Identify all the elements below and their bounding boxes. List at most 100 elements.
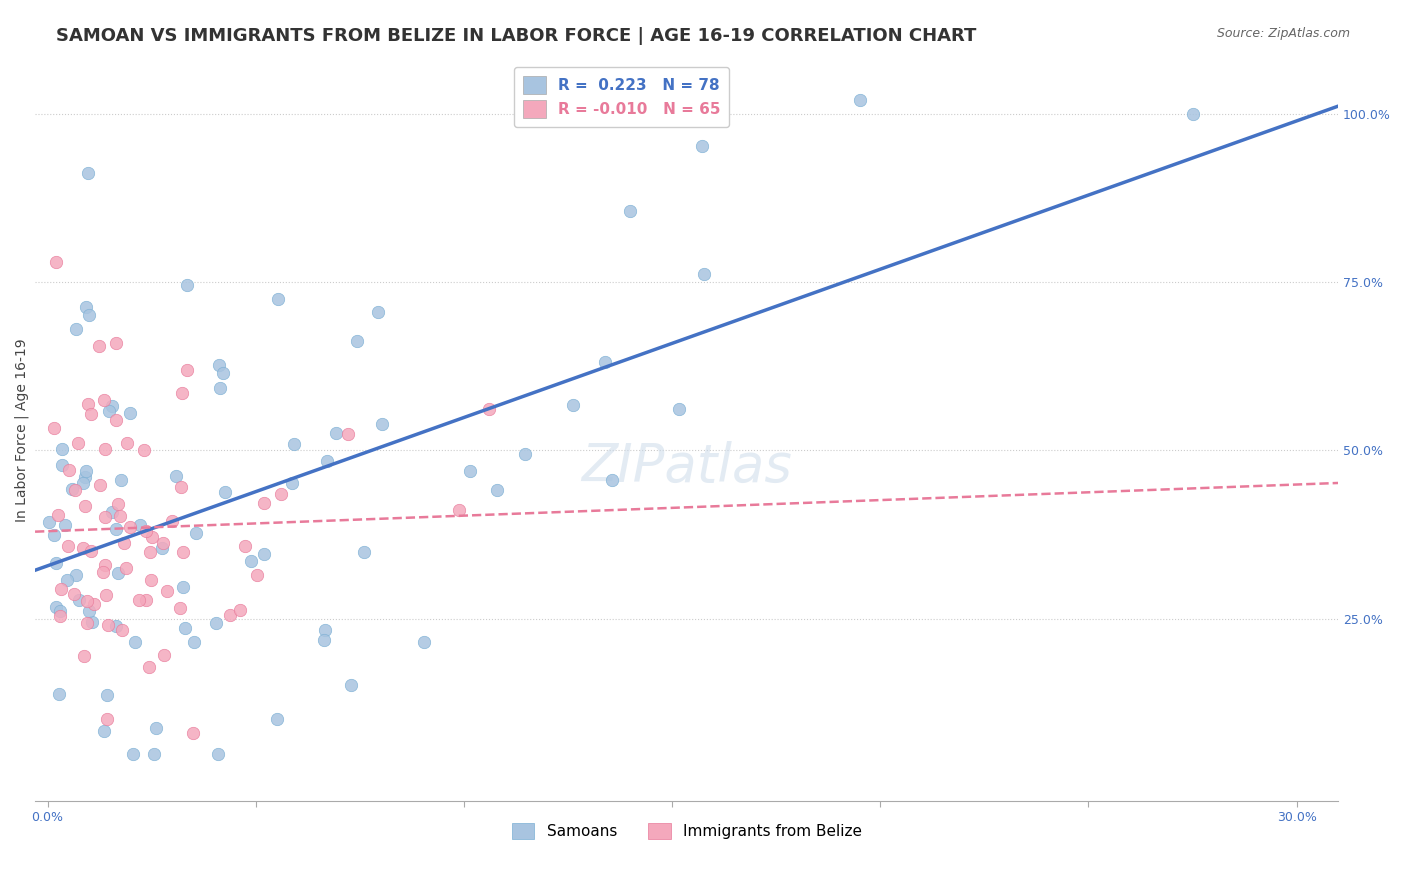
Point [218,607,240,622]
Point [104,618,127,632]
Point [46,508,69,522]
Point [51,442,73,456]
Point [56,574,79,588]
Point [96,712,118,726]
Point [183,634,205,648]
Point [160,514,183,528]
Point [562,398,585,412]
Point [94,442,117,456]
Point [49,582,72,596]
Point [77,309,100,323]
Point [170,480,193,494]
Point [208,381,231,395]
Point [58,462,80,476]
Point [176,363,198,377]
Point [229,603,252,617]
Point [124,635,146,649]
Point [252,547,274,561]
Point [600,473,623,487]
Point [107,497,129,511]
Point [141,573,163,587]
Point [45,556,67,570]
Point [83,597,105,611]
Point [77,166,100,180]
Point [211,366,233,380]
Point [42,527,65,541]
Point [169,601,191,615]
Text: ZIPatlas: ZIPatlas [581,442,792,493]
Point [120,406,142,420]
Point [77,397,100,411]
Point [240,554,263,568]
Point [693,267,716,281]
Point [270,487,292,501]
Point [340,677,363,691]
Point [690,139,713,153]
Point [181,726,204,740]
Point [42,421,65,435]
Point [115,435,138,450]
Point [486,483,509,497]
Point [51,458,73,473]
Point [96,688,118,702]
Point [138,545,160,559]
Point [153,648,176,663]
Point [253,496,276,510]
Point [515,448,537,462]
Point [150,541,173,555]
Point [458,464,481,478]
Point [104,413,127,427]
Point [63,483,86,498]
Point [135,524,157,538]
Point [478,402,501,417]
Point [214,485,236,500]
Point [118,520,141,534]
Point [111,623,134,637]
Point [155,584,177,599]
Point [115,561,138,575]
Point [325,426,347,441]
Point [75,499,97,513]
Point [82,615,104,629]
Point [96,588,118,602]
Point [128,593,150,607]
Point [110,473,132,487]
Point [65,321,87,335]
Point [66,436,89,450]
Point [619,204,641,219]
Point [336,426,359,441]
Point [108,509,131,524]
Point [233,539,256,553]
Point [353,545,375,559]
Point [97,618,120,632]
Point [80,544,103,558]
Point [104,523,127,537]
Point [413,634,436,648]
Point [107,566,129,581]
Point [63,587,86,601]
Point [165,468,187,483]
Point [172,545,194,559]
Y-axis label: In Labor Force | Age 16-19: In Labor Force | Age 16-19 [15,338,30,522]
Point [172,580,194,594]
Point [101,399,124,413]
Point [283,437,305,451]
Point [45,600,67,615]
Point [138,660,160,674]
Point [668,401,690,416]
Point [281,475,304,490]
Point [447,502,470,516]
Point [93,723,115,738]
Point [101,504,124,518]
Point [91,565,114,579]
Point [184,526,207,541]
Point [94,558,117,572]
Point [346,334,368,348]
Point [145,722,167,736]
Point [170,386,193,401]
Point [72,541,94,555]
Point [73,648,96,663]
Point [65,567,87,582]
Point [56,540,79,554]
Point [141,530,163,544]
